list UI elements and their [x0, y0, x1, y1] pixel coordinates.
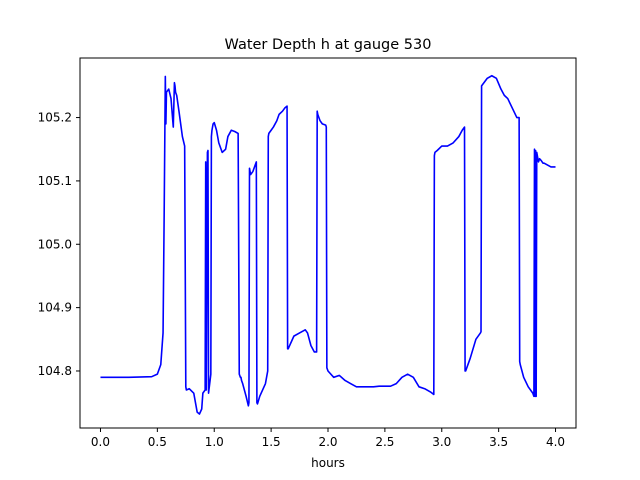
x-tick-label: 4.0 [546, 435, 565, 449]
x-tick-label: 3.0 [432, 435, 451, 449]
y-tick-label: 105.2 [38, 111, 72, 125]
x-axis-label: hours [311, 456, 345, 470]
x-tick-label: 0.0 [91, 435, 110, 449]
y-tick-label: 105.1 [38, 174, 72, 188]
x-tick-label: 0.5 [148, 435, 167, 449]
x-tick-label: 1.0 [205, 435, 224, 449]
x-tick-label: 2.0 [318, 435, 337, 449]
series-layer [100, 74, 556, 415]
x-tick-label: 3.5 [489, 435, 508, 449]
y-tick-label: 104.9 [38, 301, 72, 315]
series-line-1 [100, 74, 556, 415]
y-tick-label: 104.8 [38, 364, 72, 378]
x-tick-label: 1.5 [262, 435, 281, 449]
x-axis: 0.0 0.5 1.0 1.5 2.0 2.5 3.0 3.5 4.0 [91, 428, 565, 449]
x-tick-label: 2.5 [375, 435, 394, 449]
y-axis: 104.8 104.9 105.0 105.1 105.2 [38, 111, 80, 378]
y-tick-label: 105.0 [38, 237, 72, 251]
chart-title: Water Depth h at gauge 530 [225, 37, 432, 53]
